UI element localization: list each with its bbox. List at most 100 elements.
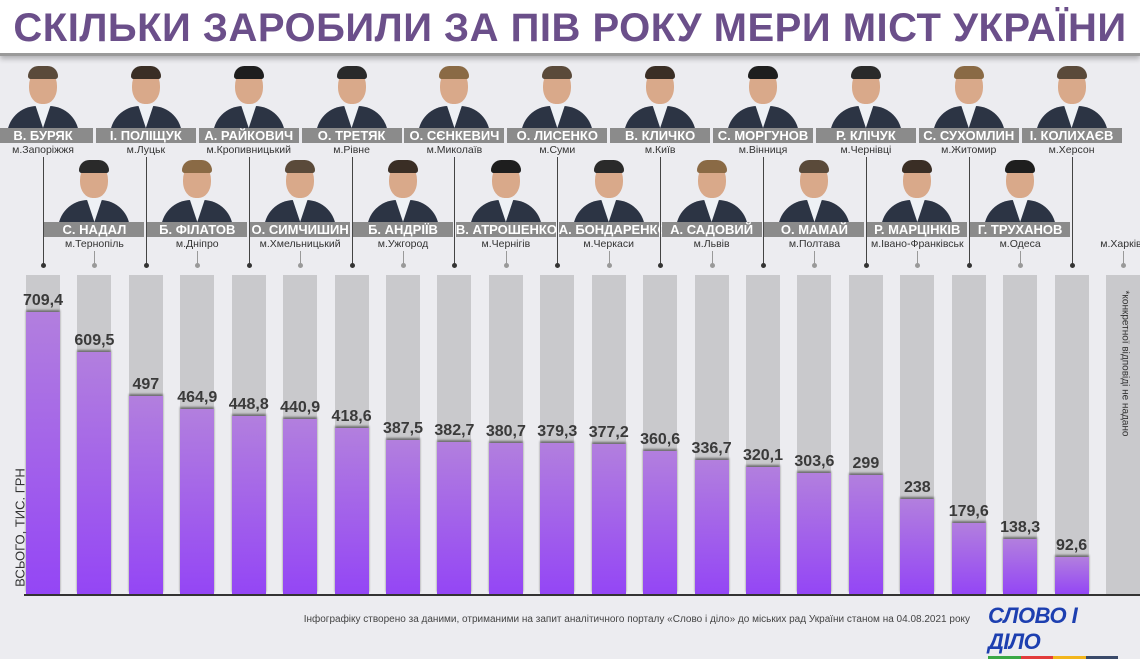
connector-dot — [195, 263, 201, 268]
connector-line — [865, 157, 867, 265]
bar — [180, 409, 215, 594]
photo-hair — [645, 66, 676, 79]
connector-line — [1020, 251, 1022, 265]
mayor-photo — [980, 156, 1060, 222]
mayor-photo — [260, 156, 340, 222]
photo-hair — [850, 66, 881, 79]
connector-line — [968, 157, 970, 265]
city-label: м.Полтава — [788, 238, 841, 250]
connector-dot — [1121, 263, 1127, 268]
bar-value-label: 387,5 — [382, 419, 424, 437]
mayor-photo — [723, 62, 803, 128]
brand-logo: СЛОВО І ДІЛО — [988, 603, 1118, 659]
mayor-photo — [209, 62, 289, 128]
connector-line — [711, 251, 713, 265]
bar — [1003, 539, 1038, 594]
bar — [900, 499, 935, 594]
mayor-photo — [929, 62, 1009, 128]
mayor-name: О. ЛИСЕНКО — [507, 128, 608, 143]
connector-line — [917, 251, 919, 265]
bar-value-label: 497 — [132, 376, 160, 394]
bar-value-label: 336,7 — [691, 440, 732, 458]
city-label: м.Хмельницький — [259, 238, 341, 250]
connector-dot — [349, 263, 355, 268]
photo-hair — [593, 160, 624, 173]
mayor-photo — [363, 156, 443, 222]
bar-value-label: 303,6 — [794, 453, 835, 471]
connector-dot — [143, 263, 149, 268]
bar-value-label: 138,3 — [1000, 519, 1041, 537]
connector-dot — [1018, 263, 1024, 268]
title-bar: СКІЛЬКИ ЗАРОБИЛИ ЗА ПІВ РОКУ МЕРИ МІСТ У… — [0, 0, 1140, 56]
mayor-name: С. НАДАЛ — [44, 222, 145, 237]
bar — [77, 351, 112, 594]
mayor-name: Г. ТРУХАНОВ — [970, 222, 1071, 237]
bar — [591, 444, 626, 594]
bar — [437, 441, 472, 594]
city-label: м.Суми — [539, 144, 576, 156]
mayor-name: Р. МАРЦІНКІВ — [867, 222, 968, 237]
connector-line — [763, 157, 765, 265]
connector-dot — [863, 263, 869, 268]
mayor-name: О. МАМАЙ — [764, 222, 865, 237]
mayor-photo — [3, 62, 83, 128]
bar-value-label: 418,6 — [331, 407, 372, 425]
city-label: м.Ужгород — [377, 238, 429, 250]
photo-hair — [28, 66, 58, 79]
connector-line — [248, 157, 250, 265]
mayor-name: В. КЛИЧКО — [610, 128, 711, 143]
no-answer-note: *конкретної відповіді не надано — [1119, 290, 1131, 437]
photo-hair — [799, 160, 830, 173]
city-label: м.Львів — [693, 238, 730, 250]
bar — [231, 415, 266, 594]
city-label: м.Тернопіль — [64, 238, 124, 250]
city-label: м.Луцьк — [126, 144, 166, 156]
connector-line — [43, 157, 44, 265]
photo-hair — [285, 160, 316, 173]
mayor-name: А. РАЙКОВИЧ — [198, 128, 299, 143]
bar-value-label: 448,8 — [228, 395, 269, 413]
connector-line — [403, 251, 404, 265]
mayor-photo — [466, 156, 546, 222]
connector-dot — [709, 263, 715, 268]
connector-line — [145, 157, 147, 265]
bar — [746, 466, 781, 594]
connector-dot — [966, 263, 972, 268]
photo-hair — [233, 66, 264, 79]
city-label: м.Рівне — [333, 144, 370, 156]
bar — [334, 427, 369, 594]
city-label: м.Черкаси — [583, 238, 635, 250]
bar — [26, 312, 60, 594]
mayor-name: В. БУРЯК — [0, 128, 93, 143]
mayor-name: І. КОЛИХАЄВ — [1021, 128, 1122, 143]
connector-line — [454, 157, 456, 265]
city-label: м.Дніпро — [175, 238, 219, 250]
bar — [283, 418, 318, 594]
mayor-name: С. МОРГУНОВ — [713, 128, 814, 143]
connector-dot — [812, 263, 818, 268]
logo-text: СЛОВО І ДІЛО — [988, 603, 1078, 654]
city-label: м.Івано-Франківськ — [870, 238, 964, 250]
mayor-name: Б. АНДРІЇВ — [353, 222, 453, 237]
mayor-photo — [312, 62, 392, 128]
bar-value-label: 609,5 — [74, 331, 115, 349]
bar-value-label: 382,7 — [434, 421, 475, 439]
photo-hair — [542, 66, 573, 79]
city-label: м.Миколаїв — [426, 144, 483, 156]
city-label: м.Вінниця — [738, 144, 788, 156]
mayor-photo — [826, 62, 906, 128]
bar-value-label: 377,2 — [588, 424, 629, 442]
mayor-name: С. СУХОМЛИН — [918, 128, 1019, 143]
bar-value-label: 179,6 — [948, 502, 989, 520]
mayor-name: О. ТРЕТЯК — [301, 128, 402, 143]
connector-dot — [401, 263, 406, 268]
connector-dot — [503, 263, 509, 268]
mayor-name: О. СЄНКЕВИЧ — [404, 128, 505, 143]
bar-value-label: 709,4 — [22, 292, 64, 309]
connector-line — [94, 251, 96, 265]
connector-line — [351, 157, 353, 265]
photo-hair — [490, 160, 521, 173]
mayor-photo — [517, 62, 597, 128]
connector-line — [197, 251, 199, 265]
bar-value-label: 238 — [903, 479, 931, 497]
